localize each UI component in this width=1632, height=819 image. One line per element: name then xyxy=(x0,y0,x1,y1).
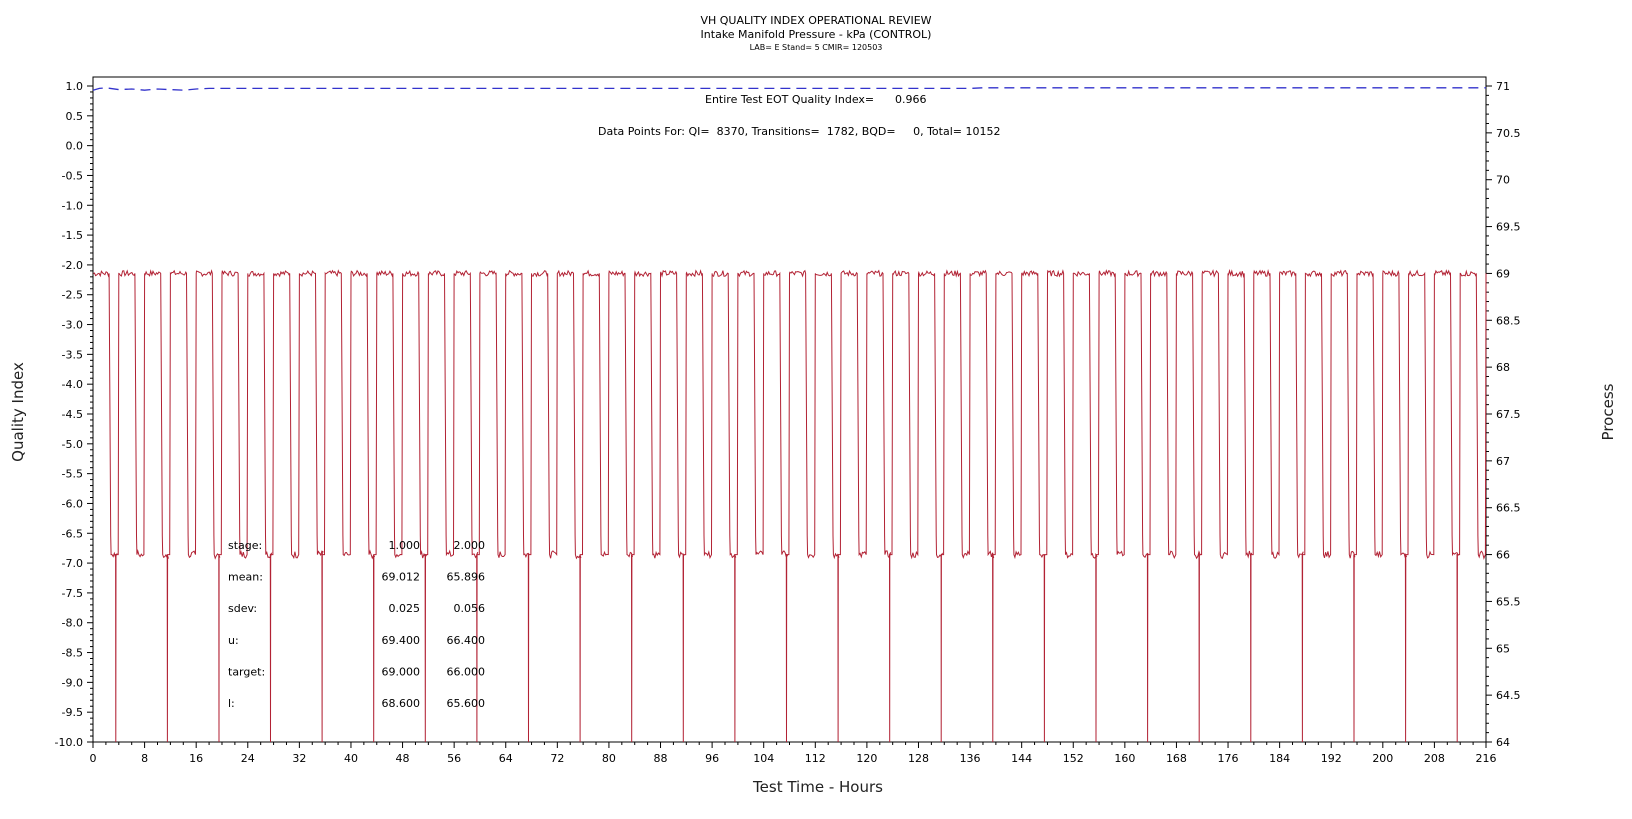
x-tick-label: 192 xyxy=(1321,752,1342,765)
process-series xyxy=(93,268,1487,743)
x-axis-title: Test Time - Hours xyxy=(752,778,883,796)
x-tick-label: 8 xyxy=(141,752,148,765)
stats-value-stage-2: 2.000 xyxy=(454,539,486,552)
stats-value-stage-1: 0.025 xyxy=(389,602,421,615)
x-tick-label: 88 xyxy=(654,752,668,765)
x-tick-label: 112 xyxy=(805,752,826,765)
y-tick-label-left: -8.0 xyxy=(62,617,83,630)
chart-meta: LAB= E Stand= 5 CMIR= 120503 xyxy=(749,43,883,52)
stats-value-stage-2: 66.000 xyxy=(447,665,486,678)
x-tick-label: 176 xyxy=(1218,752,1239,765)
stats-value-stage-1: 68.600 xyxy=(382,697,421,710)
y-tick-label-right: 68.5 xyxy=(1496,314,1521,327)
y-tick-label-left: -8.5 xyxy=(62,647,83,660)
stats-label: target: xyxy=(228,665,265,678)
stats-value-stage-1: 1.000 xyxy=(389,539,421,552)
chart-title: VH QUALITY INDEX OPERATIONAL REVIEW xyxy=(700,14,932,27)
y-tick-label-right: 66.5 xyxy=(1496,502,1521,515)
y-tick-label-left: -9.5 xyxy=(62,706,83,719)
y-tick-label-right: 69.5 xyxy=(1496,221,1521,234)
y-tick-label-left: -9.0 xyxy=(62,676,83,689)
x-tick-label: 152 xyxy=(1063,752,1084,765)
y-tick-label-left: -3.0 xyxy=(62,319,83,332)
x-tick-label: 40 xyxy=(344,752,358,765)
y-tick-label-right: 65 xyxy=(1496,642,1510,655)
y-tick-label-right: 70.5 xyxy=(1496,127,1521,140)
y-tick-label-right: 67 xyxy=(1496,455,1510,468)
y-tick-label-right: 69 xyxy=(1496,267,1510,280)
x-tick-label: 72 xyxy=(550,752,564,765)
y-tick-label-left: -4.5 xyxy=(62,408,83,421)
quality-index-series xyxy=(92,87,1486,91)
data-points-summary: Data Points For: QI= 8370, Transitions= … xyxy=(598,125,1000,138)
y-axis-title-left: Quality Index xyxy=(9,362,27,462)
y-tick-label-left: -10.0 xyxy=(55,736,83,749)
stats-value-stage-2: 65.600 xyxy=(447,697,486,710)
series-group xyxy=(92,87,1487,743)
x-tick-label: 136 xyxy=(960,752,981,765)
x-tick-label: 0 xyxy=(90,752,97,765)
x-tick-label: 32 xyxy=(292,752,306,765)
x-tick-label: 200 xyxy=(1372,752,1393,765)
y-tick-label-right: 68 xyxy=(1496,361,1510,374)
x-tick-label: 216 xyxy=(1476,752,1497,765)
y-axis-title-right: Process xyxy=(1599,383,1617,440)
y-tick-label-right: 70 xyxy=(1496,174,1510,187)
x-tick-label: 16 xyxy=(189,752,203,765)
stats-value-stage-2: 65.896 xyxy=(447,571,486,584)
y-tick-label-left: -7.0 xyxy=(62,557,83,570)
stats-value-stage-2: 0.056 xyxy=(454,602,486,615)
stats-value-stage-2: 66.400 xyxy=(447,634,486,647)
y-tick-label-left: -5.5 xyxy=(62,468,83,481)
y-tick-label-left: 1.0 xyxy=(66,80,84,93)
x-tick-label: 80 xyxy=(602,752,616,765)
x-tick-label: 160 xyxy=(1114,752,1135,765)
x-tick-label: 104 xyxy=(753,752,774,765)
stats-label: mean: xyxy=(228,571,263,584)
chart-subtitle: Intake Manifold Pressure - kPa (CONTROL) xyxy=(700,28,932,41)
stats-label: sdev: xyxy=(228,602,257,615)
y-tick-label-left: -6.5 xyxy=(62,527,83,540)
x-tick-label: 184 xyxy=(1269,752,1290,765)
y-tick-label-left: -2.0 xyxy=(62,259,83,272)
stats-label: u: xyxy=(228,634,239,647)
y-tick-label-left: -7.5 xyxy=(62,587,83,600)
x-tick-label: 168 xyxy=(1166,752,1187,765)
y-tick-label-right: 64 xyxy=(1496,736,1510,749)
y-tick-label-right: 67.5 xyxy=(1496,408,1521,421)
stats-label: l: xyxy=(228,697,235,710)
y-tick-label-left: -1.0 xyxy=(62,199,83,212)
y-tick-label-right: 71 xyxy=(1496,80,1510,93)
y-tick-label-right: 66 xyxy=(1496,549,1510,562)
y-tick-label-left: -3.5 xyxy=(62,348,83,361)
stats-label: stage: xyxy=(228,539,262,552)
y-tick-label-left: -5.0 xyxy=(62,438,83,451)
y-tick-label-right: 65.5 xyxy=(1496,595,1521,608)
y-tick-label-left: 0.5 xyxy=(66,110,84,123)
stats-table: stage: 1.000 2.000 mean: 69.012 65.896 sdev: 0.… xyxy=(228,539,485,710)
y-tick-label-left: -0.5 xyxy=(62,169,83,182)
x-tick-label: 24 xyxy=(241,752,255,765)
x-tick-label: 120 xyxy=(856,752,877,765)
y-tick-label-left: -2.5 xyxy=(62,289,83,302)
y-tick-label-right: 64.5 xyxy=(1496,689,1521,702)
axes-group: 1.0 0.5 0.0 -0.5 -1.0 -1.5 -2.0 -2.5 -3.0 -3.5 -4.… xyxy=(55,76,1521,765)
y-tick-label-left: -1.5 xyxy=(62,229,83,242)
eot-quality-value: 0.966 xyxy=(895,93,927,106)
stats-value-stage-1: 69.012 xyxy=(382,571,421,584)
x-tick-label: 96 xyxy=(705,752,719,765)
x-tick-label: 56 xyxy=(447,752,461,765)
x-tick-label: 144 xyxy=(1011,752,1032,765)
stats-value-stage-1: 69.000 xyxy=(382,665,421,678)
y-tick-label-left: -6.0 xyxy=(62,497,83,510)
x-tick-label: 64 xyxy=(499,752,513,765)
stats-value-stage-1: 69.400 xyxy=(382,634,421,647)
x-tick-label: 208 xyxy=(1424,752,1445,765)
eot-quality-label: Entire Test EOT Quality Index= xyxy=(705,93,874,106)
y-tick-label-left: 0.0 xyxy=(66,140,84,153)
x-tick-label: 128 xyxy=(908,752,929,765)
y-tick-label-left: -4.0 xyxy=(62,378,83,391)
x-tick-label: 48 xyxy=(396,752,410,765)
